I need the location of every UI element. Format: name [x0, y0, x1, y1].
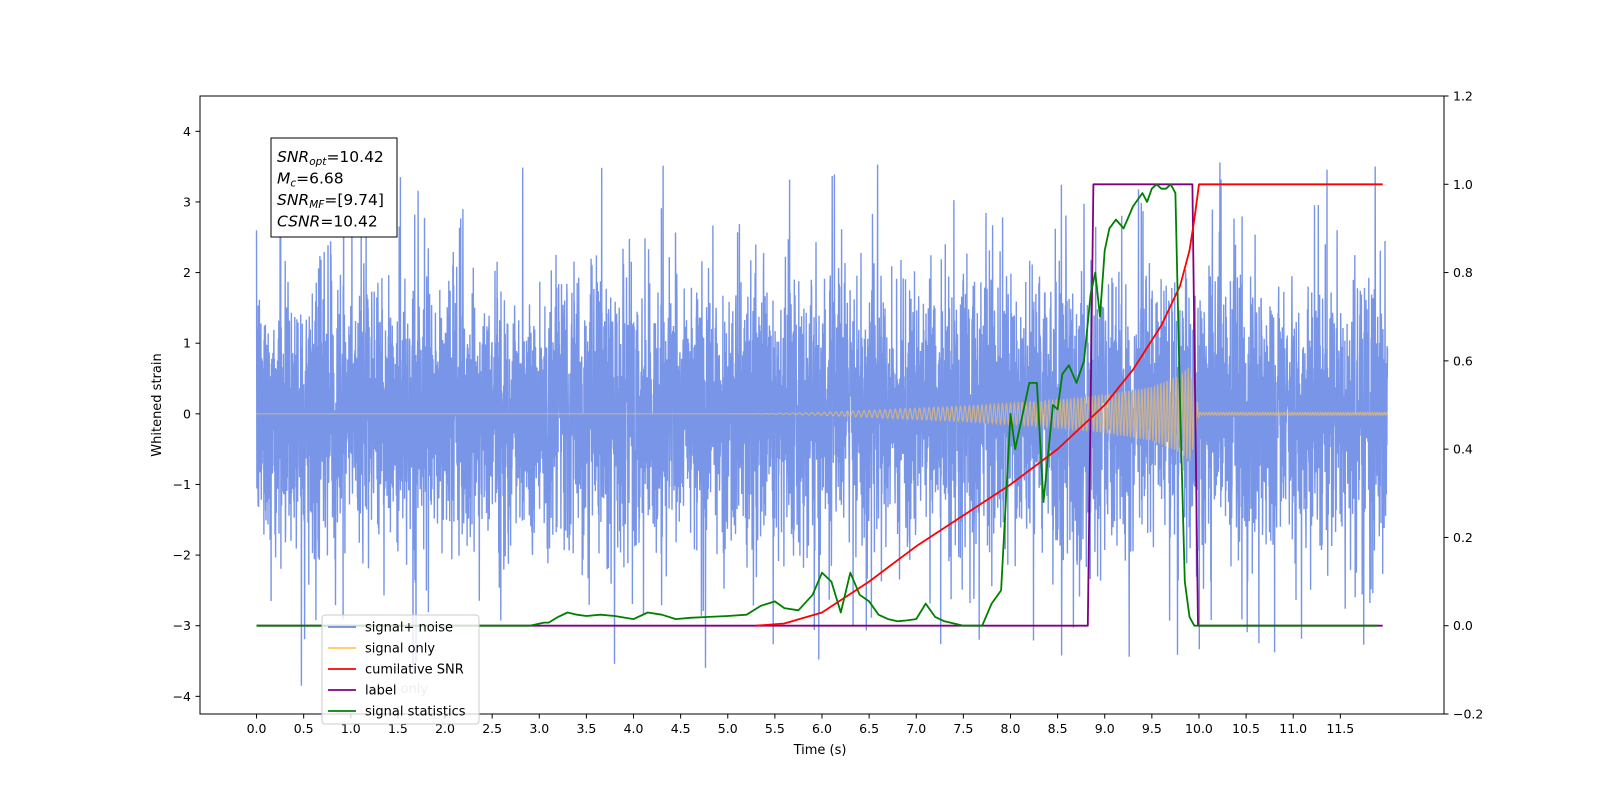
left-y-tick-label: 4	[183, 124, 191, 139]
x-tick-label: 0.5	[294, 721, 314, 736]
annotation-line: CSNR=10.42	[277, 213, 378, 231]
left-y-tick-label: 3	[183, 194, 191, 209]
annotation-frame	[270, 137, 398, 238]
signal-noise-series	[255, 162, 1389, 686]
left-y-axis-label: Whitened strain	[150, 353, 165, 456]
legend-label: cumilative SNR	[365, 663, 464, 678]
x-tick-label: 11.0	[1279, 721, 1307, 736]
x-tick-label: 0.0	[247, 721, 267, 736]
x-tick-label: 10.0	[1185, 721, 1213, 736]
x-tick-label: 4.5	[671, 721, 691, 736]
x-tick-label: 3.0	[529, 721, 549, 736]
x-tick-label: 9.5	[1142, 721, 1162, 736]
legend-frame	[321, 614, 480, 725]
x-tick-label: 6.5	[859, 721, 879, 736]
x-tick-label: 5.0	[718, 721, 738, 736]
x-tick-label: 1.0	[341, 721, 361, 736]
signal-only-series	[256, 367, 1389, 461]
legend-label: signal statistics	[365, 705, 466, 720]
signal-statistics-line	[256, 183, 1378, 627]
left-y-tick-label: −2	[173, 548, 191, 563]
signal-noise-line	[255, 162, 1389, 686]
left-y-tick-label: −3	[173, 618, 191, 633]
right-y-tick-label: −0.2	[1453, 707, 1483, 722]
annotation-line: SNRopt=10.42	[277, 148, 384, 168]
x-tick-label: 3.5	[576, 721, 596, 736]
x-tick-label: 6.0	[812, 721, 832, 736]
left-y-tick-label: −1	[173, 477, 191, 492]
right-y-tick-label: 0.6	[1453, 353, 1473, 368]
left-y-axis: 4 3 2 1 0 −1 −2 −3 −4	[173, 124, 200, 704]
x-tick-label: 2.0	[435, 721, 455, 736]
signal-only-line	[256, 367, 1389, 461]
x-axis: 0.0 0.5 1.0 1.5 2.0 2.5 3.0 3.5 4.0 4.5 5.0 5.5 6.0 6…	[247, 714, 1354, 736]
left-y-tick-label: 2	[183, 265, 191, 280]
x-tick-label: 10.5	[1232, 721, 1260, 736]
right-y-axis: 1.2 1.0 0.8 0.6 0.4 0.2 0.0 −0.2	[1444, 89, 1483, 722]
legend-label: label	[365, 684, 396, 699]
left-y-tick-label: −4	[173, 689, 191, 704]
legend-label: signal only	[365, 642, 435, 657]
x-tick-label: 4.0	[624, 721, 644, 736]
x-tick-label: 1.5	[388, 721, 408, 736]
x-tick-label: 11.5	[1326, 721, 1354, 736]
x-axis-label: Time (s)	[793, 743, 847, 758]
x-tick-label: 8.0	[1001, 721, 1021, 736]
left-y-tick-label: 0	[183, 406, 191, 421]
right-y-tick-label: 0.2	[1453, 530, 1473, 545]
right-y-tick-label: 1.2	[1453, 89, 1473, 104]
x-tick-label: 8.5	[1048, 721, 1068, 736]
cumilative-snr-line	[755, 183, 1383, 627]
annotation-line: SNRMF=[9.74]	[277, 191, 384, 211]
x-tick-label: 2.5	[482, 721, 502, 736]
x-tick-label: 9.0	[1095, 721, 1115, 736]
right-y-tick-label: 0.0	[1453, 618, 1473, 633]
x-tick-label: 7.5	[953, 721, 973, 736]
annotation-line: Mc=6.68	[277, 170, 344, 190]
x-tick-label: 5.5	[765, 721, 785, 736]
right-y-tick-label: 0.8	[1453, 265, 1473, 280]
left-y-tick-label: 1	[183, 336, 191, 351]
x-tick-label: 7.0	[906, 721, 926, 736]
right-y-tick-label: 1.0	[1453, 177, 1473, 192]
legend-label: signal+ noise	[365, 621, 453, 636]
right-y-tick-label: 0.4	[1453, 442, 1473, 457]
line-series-group	[256, 183, 1383, 627]
